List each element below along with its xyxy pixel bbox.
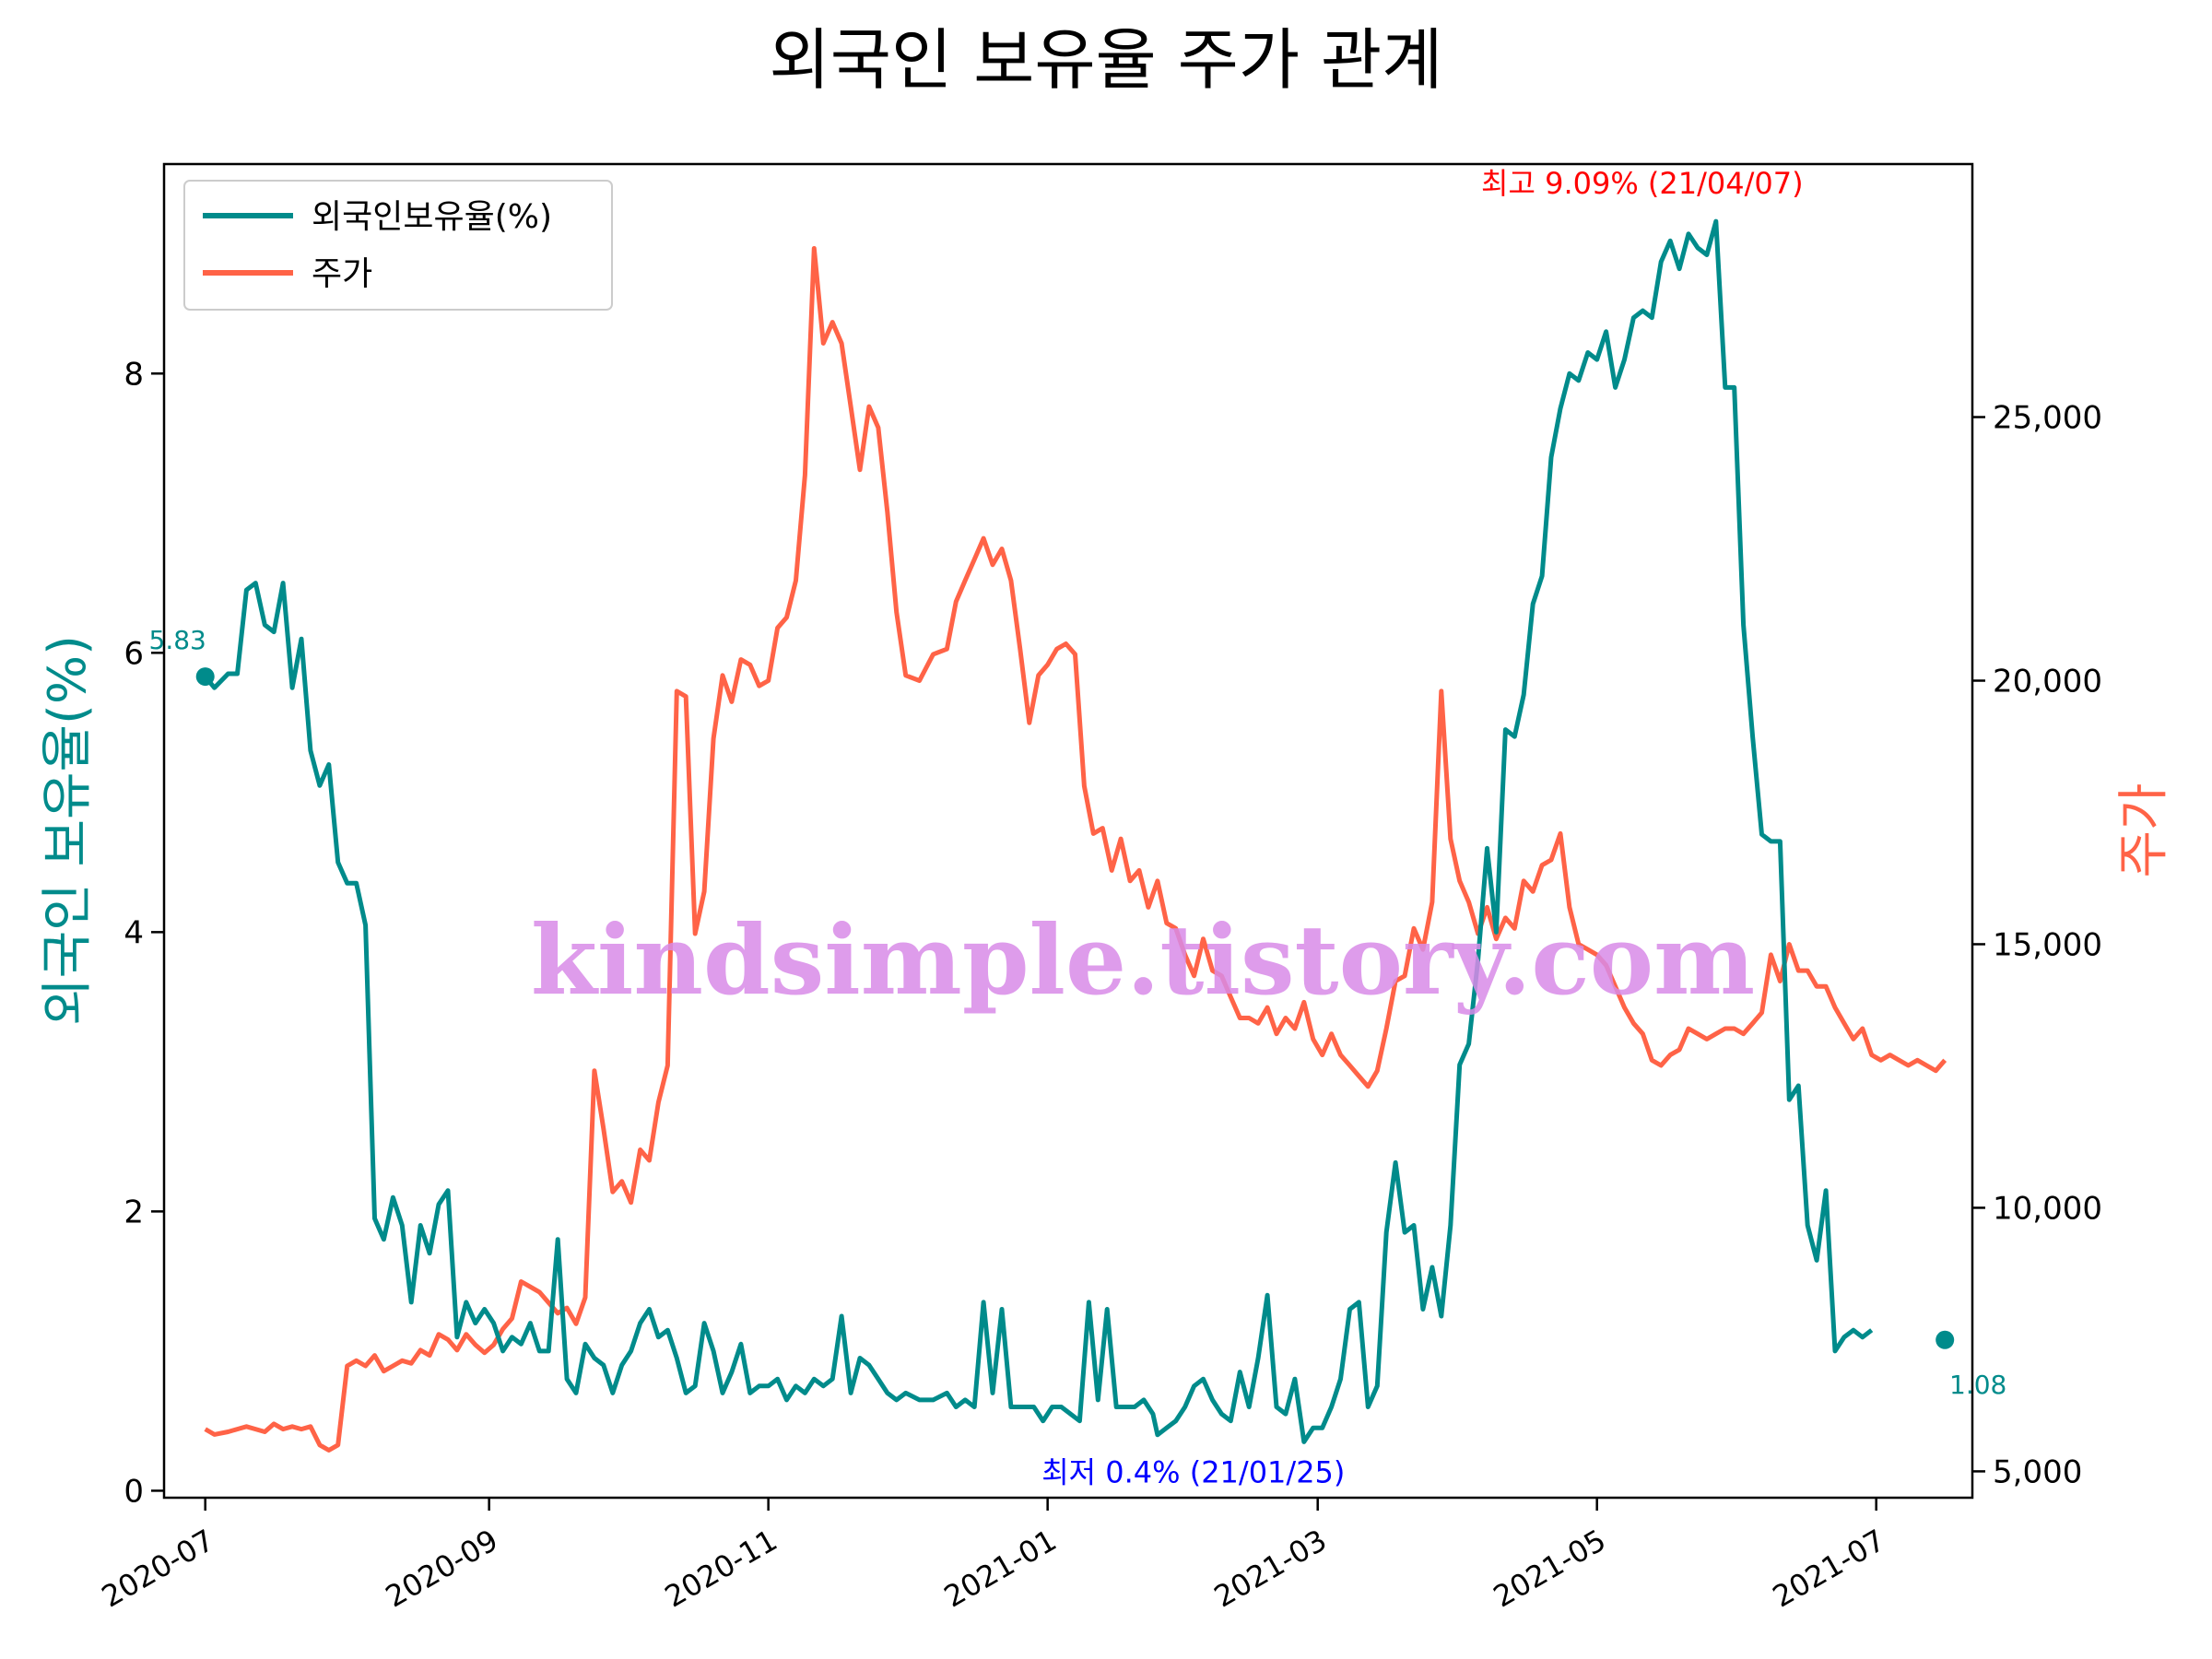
- plot-area: 5.83 1.08 최고 9.09% (21/04/07) 최저 0.4% (21/0…: [149, 162, 2007, 1500]
- y-left-tick-label: 6: [124, 635, 144, 672]
- y-right-tick-label: 10,000: [1993, 1190, 2102, 1227]
- legend-label-foreign: 외국인보유율(%): [312, 198, 552, 236]
- end-point-marker: [1936, 1330, 1955, 1349]
- y-axis-right: 5,000 10,000 15,000 20,000 25,000: [1972, 400, 2102, 1490]
- y-right-tick-label: 20,000: [1993, 663, 2102, 700]
- chart-title: 외국인 보유율 주가 관계: [769, 21, 1442, 99]
- y-left-tick-label: 8: [124, 356, 144, 393]
- series-layer: [203, 218, 1947, 1453]
- start-point-marker: [195, 667, 215, 687]
- plot-frame: [162, 162, 1974, 1500]
- annotations: 5.83 1.08 최고 9.09% (21/04/07) 최저 0.4% (21/0…: [149, 166, 2007, 1489]
- min-annotation: 최저 0.4% (21/01/25): [1041, 1454, 1345, 1489]
- max-annotation: 최고 9.09% (21/04/07): [1481, 166, 1804, 201]
- start-value-label: 5.83: [149, 625, 206, 655]
- y-left-tick-label: 0: [124, 1473, 144, 1510]
- y-right-tick-label: 25,000: [1993, 400, 2102, 437]
- y-right-tick-label: 15,000: [1993, 926, 2102, 963]
- y-left-tick-label: 2: [124, 1194, 144, 1230]
- y-axis-right-label: 주가: [2114, 782, 2174, 877]
- legend: 외국인보유율(%) 주가: [183, 180, 613, 311]
- y-axis-left-label: 외국인 보유율(%): [38, 635, 98, 1026]
- watermark: kindsimple.tistory.com: [531, 903, 1755, 1017]
- y-axis-left: 0 2 4 6 8: [124, 356, 164, 1510]
- y-right-tick-label: 5,000: [1993, 1453, 2082, 1490]
- end-value-label: 1.08: [1949, 1370, 2006, 1400]
- legend-label-price: 주가: [312, 255, 372, 293]
- series-line-foreign: [203, 218, 1874, 1444]
- y-left-tick-label: 4: [124, 914, 144, 951]
